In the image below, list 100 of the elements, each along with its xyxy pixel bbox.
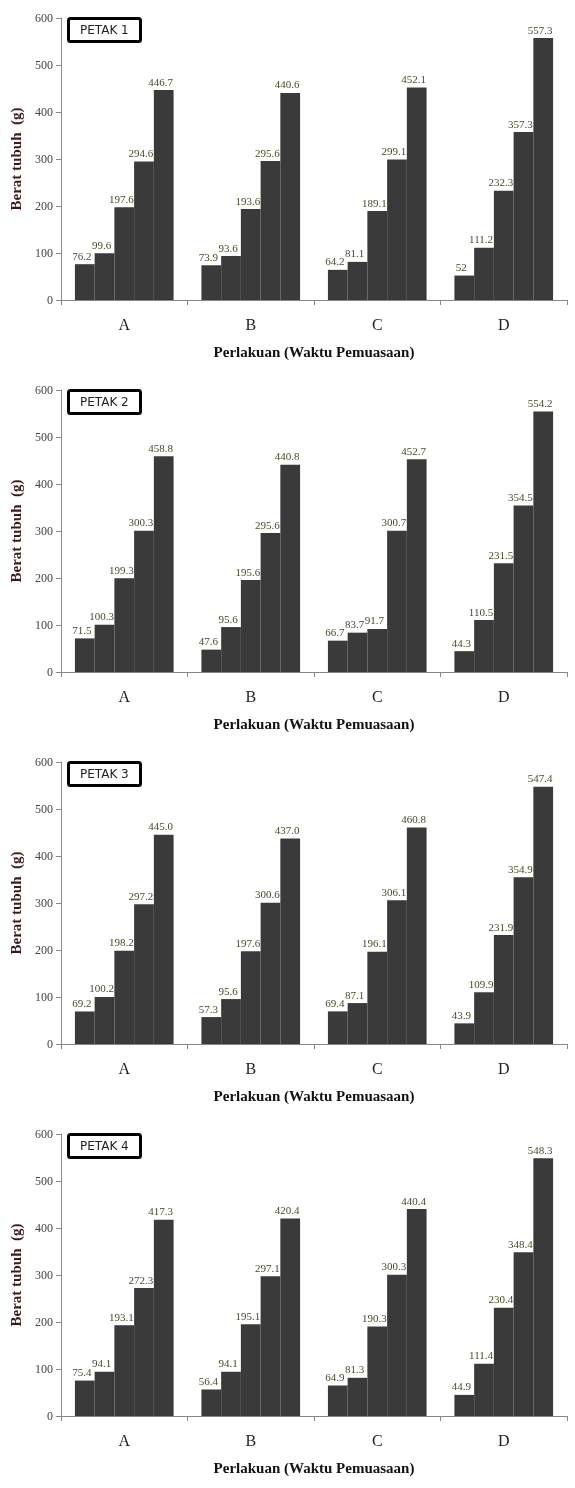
data-label: 437.0 xyxy=(274,824,301,837)
x-axis-title: Perlakuan (Waktu Pemuasaan) xyxy=(213,1087,415,1105)
x-tick-label: A xyxy=(118,687,131,705)
data-label: 69.4 xyxy=(325,996,345,1009)
y-tick-label: 600 xyxy=(35,755,53,769)
data-label: 81.1 xyxy=(344,247,365,260)
x-tick-label: C xyxy=(371,687,383,705)
data-label: 95.6 xyxy=(218,984,239,997)
data-label: 547.4 xyxy=(527,772,554,785)
data-label: 197.6 xyxy=(108,192,135,205)
data-label: 272.3 xyxy=(128,1273,154,1286)
data-label: 73.9 xyxy=(198,250,219,263)
data-label: 93.6 xyxy=(218,241,239,254)
data-label: 445.0 xyxy=(148,820,174,833)
x-tick-label: B xyxy=(245,687,257,705)
x-tick-label: A xyxy=(118,315,131,333)
data-label: 57.3 xyxy=(198,1002,219,1015)
data-label: 300.6 xyxy=(255,888,281,901)
y-tick-label: 300 xyxy=(35,152,53,166)
data-label: 110.5 xyxy=(468,605,494,618)
data-label: 99.6 xyxy=(91,238,112,251)
data-label: 354.9 xyxy=(508,862,534,875)
data-label: 554.2 xyxy=(527,397,553,410)
data-label: 44.9 xyxy=(451,1380,472,1393)
data-label: 348.4 xyxy=(508,1237,534,1250)
y-axis-title: Berat tubuh (g) xyxy=(7,479,25,583)
data-label: 94.1 xyxy=(91,1357,112,1370)
y-axis-title: Berat tubuh (g) xyxy=(7,107,25,211)
data-label: 44.3 xyxy=(451,636,472,649)
y-tick-label: 300 xyxy=(35,1268,53,1282)
data-label: 300.7 xyxy=(381,516,407,529)
y-tick-label: 600 xyxy=(35,1127,53,1141)
x-axis-title: Perlakuan (Waktu Pemuasaan) xyxy=(213,715,415,733)
y-tick-label: 200 xyxy=(35,199,53,213)
x-tick-label: B xyxy=(245,315,257,333)
x-tick-label: D xyxy=(497,1431,510,1449)
y-tick-label: 300 xyxy=(35,896,53,910)
x-tick-label: B xyxy=(245,1431,257,1449)
data-label: 440.6 xyxy=(274,78,301,91)
data-label: 294.6 xyxy=(128,147,154,160)
data-label: 199.3 xyxy=(108,563,135,576)
y-tick-label: 500 xyxy=(35,430,53,444)
data-label: 232.3 xyxy=(488,176,514,189)
y-tick-label: 100 xyxy=(35,618,53,632)
data-label: 357.3 xyxy=(508,117,534,130)
data-label: 69.2 xyxy=(72,996,92,1009)
data-label: 231.5 xyxy=(488,548,514,561)
y-tick-label: 100 xyxy=(35,990,53,1004)
data-label: 111.4 xyxy=(469,1349,494,1362)
data-label: 548.3 xyxy=(527,1143,554,1156)
x-tick-label: D xyxy=(497,1059,510,1077)
data-label: 231.9 xyxy=(488,920,514,933)
y-tick-label: 500 xyxy=(35,58,53,72)
data-label: 100.2 xyxy=(89,982,114,995)
data-label: 198.2 xyxy=(108,936,134,949)
y-tick-label: 0 xyxy=(47,1409,53,1423)
data-label: 76.2 xyxy=(72,249,92,262)
data-label: 56.4 xyxy=(198,1374,219,1387)
data-label: 111.2 xyxy=(469,233,493,246)
data-label: 300.3 xyxy=(381,1260,407,1273)
data-label: 64.2 xyxy=(325,255,345,268)
chart-title: PETAK 3 xyxy=(80,767,129,781)
x-axis-title: Perlakuan (Waktu Pemuasaan) xyxy=(213,343,415,361)
data-label: 299.1 xyxy=(381,144,407,157)
data-label: 295.6 xyxy=(255,518,281,531)
y-tick-label: 500 xyxy=(35,1174,53,1188)
data-label: 193.6 xyxy=(235,194,261,207)
y-tick-label: 0 xyxy=(47,1037,53,1051)
y-tick-label: 0 xyxy=(47,293,53,307)
data-label: 297.2 xyxy=(128,889,154,902)
data-label: 47.6 xyxy=(198,635,219,648)
data-label: 420.4 xyxy=(274,1203,301,1216)
x-tick-label: C xyxy=(371,1059,383,1077)
y-tick-label: 400 xyxy=(35,1221,53,1235)
data-label: 109.9 xyxy=(468,977,494,990)
data-label: 94.1 xyxy=(218,1357,238,1370)
y-tick-label: 400 xyxy=(35,849,53,863)
y-tick-label: 200 xyxy=(35,1315,53,1329)
x-tick-label: C xyxy=(371,315,383,333)
data-label: 440.8 xyxy=(274,450,301,463)
data-label: 300.3 xyxy=(128,516,154,529)
data-label: 83.7 xyxy=(344,618,365,631)
data-label: 306.1 xyxy=(381,885,407,898)
data-label: 190.3 xyxy=(361,1312,388,1325)
data-label: 230.4 xyxy=(488,1293,514,1306)
y-axis-title: Berat tubuh (g) xyxy=(7,1223,25,1327)
x-tick-label: C xyxy=(371,1431,383,1449)
x-tick-label: D xyxy=(497,315,510,333)
y-tick-label: 600 xyxy=(35,383,53,397)
data-label: 458.8 xyxy=(148,441,174,454)
y-tick-label: 100 xyxy=(35,246,53,260)
y-tick-label: 0 xyxy=(47,665,53,679)
data-label: 297.1 xyxy=(255,1261,280,1274)
data-label: 195.6 xyxy=(235,565,261,578)
data-label: 87.1 xyxy=(344,988,365,1001)
data-label: 75.4 xyxy=(72,1366,92,1379)
data-label: 95.6 xyxy=(218,612,239,625)
x-tick-label: A xyxy=(118,1059,131,1077)
x-tick-label: D xyxy=(497,687,510,705)
y-tick-label: 400 xyxy=(35,477,53,491)
